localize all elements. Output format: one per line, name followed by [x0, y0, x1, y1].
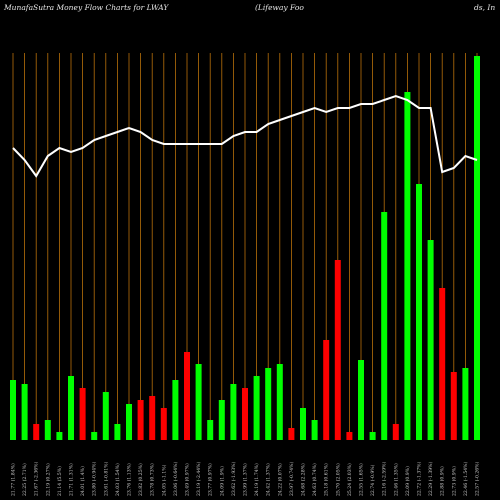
x-tick-label: 25.70 (2.05%)	[334, 463, 341, 496]
x-tick-label: 25.24 (2.03%)	[346, 463, 353, 496]
money-flow-bar	[369, 432, 376, 440]
money-flow-bar	[242, 388, 248, 440]
x-tick-label: 22.73 (0.9%)	[450, 466, 457, 496]
x-tick-label: 23.61 (-0.81%)	[102, 461, 109, 496]
money-flow-bar	[137, 400, 144, 440]
x-tick-label: 23.78 (0.73%)	[149, 463, 156, 496]
money-flow-bar	[126, 404, 132, 440]
money-flow-bar	[381, 212, 388, 440]
money-flow-bar	[10, 380, 16, 440]
x-tick-label: 22.19 (0.27%)	[44, 463, 51, 496]
money-flow-bar	[184, 352, 190, 440]
x-tick-label: 22.25 (2.71%)	[21, 463, 28, 496]
x-tick-label: 24.68 (2.28%)	[300, 463, 307, 496]
money-flow-bar	[427, 240, 434, 440]
money-flow-bar	[114, 424, 121, 440]
x-tick-label: 22.57 (-0.26%)	[474, 461, 481, 496]
money-flow-bar	[79, 388, 86, 440]
x-tick-label: 23.80 (-0.94%)	[91, 461, 98, 496]
x-tick-label: 23.76 (1.13%)	[126, 463, 133, 496]
x-tick-label: 24.19 (1.74%)	[253, 463, 260, 496]
x-tick-label: 22.72 (-1.37%)	[416, 461, 423, 496]
money-flow-bar	[218, 400, 225, 440]
x-tick-label: 22.09 (0.9%)	[404, 466, 411, 496]
x-tick-label: 25.18 (0.61%)	[323, 463, 330, 496]
x-tick-label: 21.14 (5.5%)	[56, 466, 63, 496]
money-flow-bar	[68, 376, 74, 440]
money-flow-bar	[474, 56, 480, 440]
x-tick-label: 23.06 (-0.64%)	[172, 461, 179, 496]
x-tick-label: 22.88 (0.9%)	[439, 466, 446, 496]
x-tick-label: 22.46 (-1.54%)	[462, 461, 469, 496]
x-tick-label: 22.16 (-2.59%)	[381, 461, 388, 496]
money-flow-bar	[334, 260, 341, 440]
x-tick-label: 23.62 (-1.93%)	[230, 461, 237, 496]
x-tick-label: 24.03 (1.54%)	[114, 463, 121, 496]
money-flow-bar	[91, 432, 98, 440]
x-tick-label: 21.67 (-2.36%)	[33, 461, 40, 496]
x-tick-label: 23.77 (0.97%)	[207, 463, 214, 496]
money-flow-bar	[195, 364, 202, 440]
money-flow-bar	[265, 368, 272, 440]
money-flow-bar	[230, 384, 237, 440]
money-flow-bar	[21, 384, 28, 440]
money-flow-bar	[450, 372, 457, 440]
money-flow-bar	[33, 424, 40, 440]
money-flow-bar	[439, 288, 446, 440]
x-tick-label: 24.63 (0.74%)	[311, 463, 318, 496]
money-flow-bar	[311, 420, 318, 440]
chart-title-suffix: ds, In	[474, 3, 496, 12]
x-tick-label: 21.71 (1.31%)	[68, 463, 75, 496]
x-tick-label: 22.55 (1.65%)	[358, 463, 365, 496]
money-flow-bar	[102, 392, 109, 440]
money-flow-bar	[462, 368, 469, 440]
money-flow-bar	[323, 340, 330, 440]
x-tick-label: 24.42 (1.37%)	[265, 463, 272, 496]
x-tick-label: 23.19 (-2.44%)	[195, 461, 202, 496]
money-flow-bar	[358, 360, 364, 440]
money-flow-bar	[253, 376, 260, 440]
x-tick-label: 24.01 (1.4%)	[79, 466, 86, 496]
x-tick-label: 22.74 (-0.9%)	[369, 464, 376, 496]
money-flow-bar	[276, 364, 283, 440]
money-flow-bar	[392, 424, 399, 440]
money-flow-bar	[416, 184, 422, 440]
x-tick-label: 23.99 (1.37%)	[242, 463, 249, 496]
x-tick-label: 22.29 (-1.39%)	[427, 461, 434, 496]
money-flow-bar	[44, 420, 51, 440]
money-flow-bar	[300, 408, 306, 440]
x-tick-label: 23.97 (-0.74%)	[288, 461, 295, 496]
money-flow-bar	[288, 428, 295, 440]
money-flow-bar	[404, 92, 411, 440]
money-flow-bar	[160, 408, 167, 440]
x-tick-label: 21.77 (1.84%)	[10, 463, 17, 496]
chart-title: MunafaSutra Money Flow Charts for LWAY	[4, 3, 169, 12]
x-tick-label: 24.09 (1.9%)	[218, 466, 225, 496]
money-flow-bar	[56, 432, 63, 440]
x-tick-label: 23.49 (0.97%)	[184, 463, 191, 496]
money-flow-bar	[207, 420, 214, 440]
money-flow-bar	[149, 396, 156, 440]
x-tick-label: 22.46 (1.35%)	[392, 463, 399, 496]
x-tick-label: 24.05 (-1.1%)	[160, 464, 167, 496]
price-line	[12, 94, 478, 178]
chart-title-company: (Lifeway Foo	[255, 3, 304, 12]
x-tick-label: 24.22 (0.07%)	[276, 463, 283, 496]
money-flow-bar	[172, 380, 179, 440]
money-flow-bar	[346, 432, 353, 440]
x-tick-label: 23.82 (0.25%)	[137, 463, 144, 496]
